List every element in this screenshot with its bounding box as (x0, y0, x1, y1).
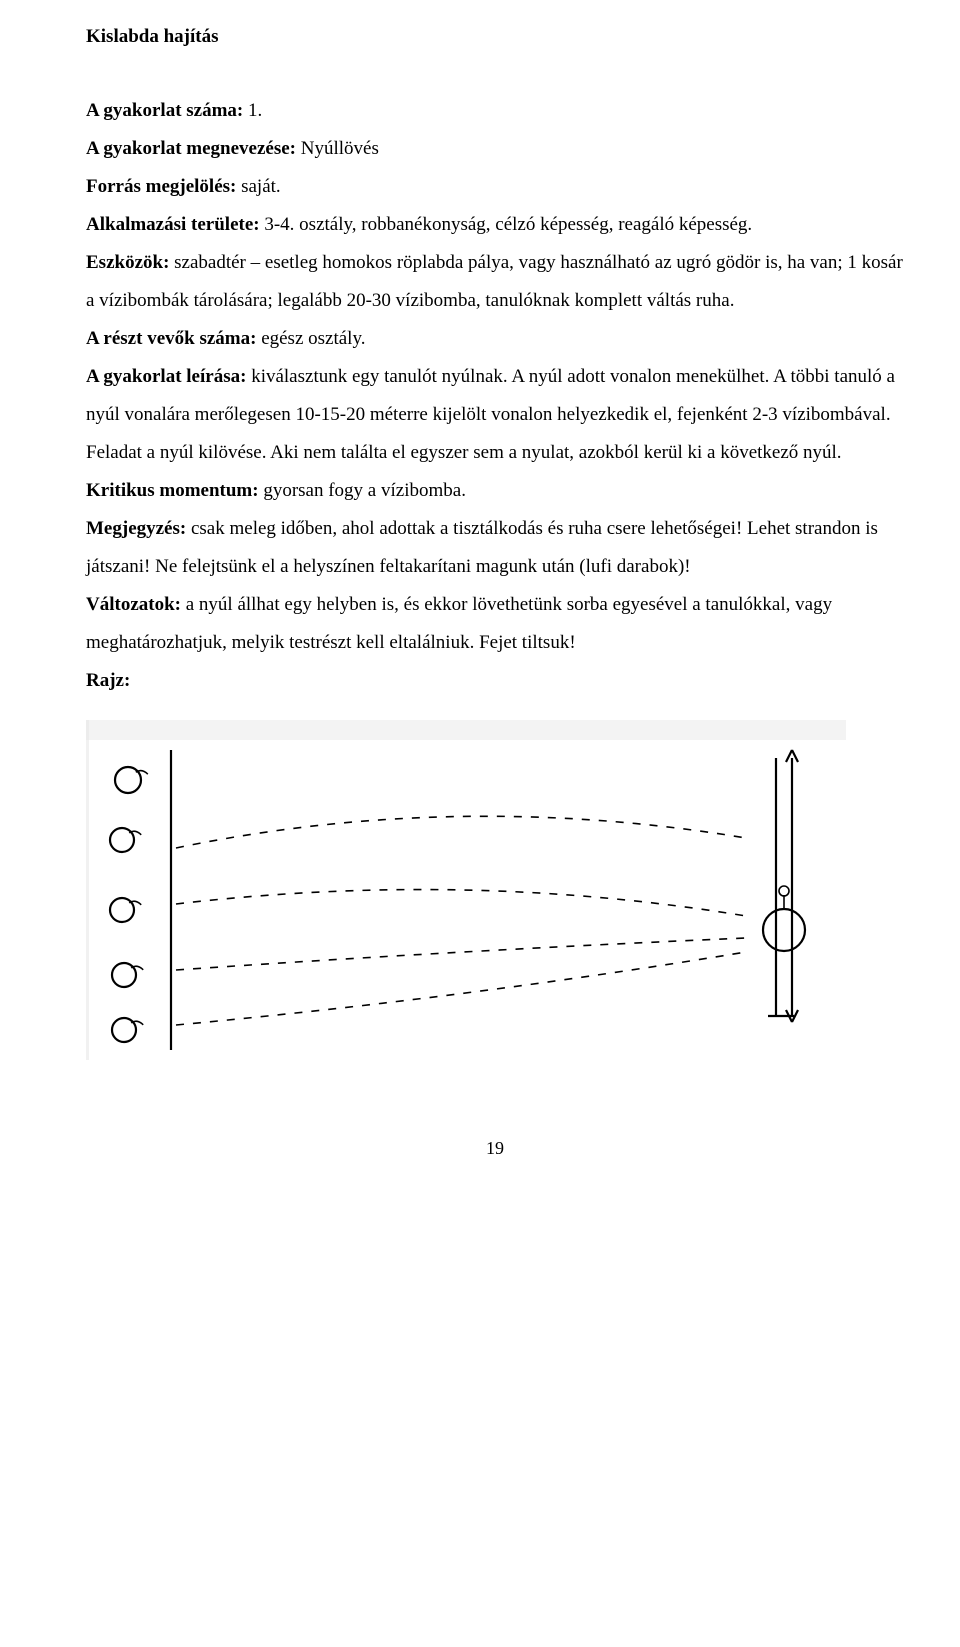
source-label: Forrás megjelölés: (86, 176, 236, 197)
participants-label: A részt vevők száma: (86, 328, 256, 349)
exercise-number-value: 1. (243, 100, 262, 121)
drawing-label-line: Rajz: (86, 662, 904, 700)
exercise-number-line: A gyakorlat száma: 1. (86, 92, 904, 130)
sketch-diagram (86, 720, 846, 1060)
critical-moment-value: gyorsan fogy a vízibomba. (259, 480, 466, 501)
tools-line: Eszközök: szabadtér – esetleg homokos rö… (86, 244, 904, 320)
variants-value: a nyúl állhat egy helyben is, és ekkor l… (86, 594, 832, 653)
section-title: Kislabda hajítás (86, 18, 904, 56)
critical-moment-line: Kritikus momentum: gyorsan fogy a vízibo… (86, 472, 904, 510)
exercise-number-label: A gyakorlat száma: (86, 100, 243, 121)
description-line: A gyakorlat leírása: kiválasztunk egy ta… (86, 358, 904, 472)
tools-label: Eszközök: (86, 252, 169, 273)
note-line: Megjegyzés: csak meleg időben, ahol adot… (86, 510, 904, 586)
source-value: saját. (236, 176, 280, 197)
document-page: Kislabda hajítás A gyakorlat száma: 1. A… (0, 0, 960, 1206)
note-value: csak meleg időben, ahol adottak a tisztá… (86, 518, 878, 577)
application-area-label: Alkalmazási területe: (86, 214, 260, 235)
note-label: Megjegyzés: (86, 518, 186, 539)
drawing-figure (86, 720, 904, 1060)
exercise-name-line: A gyakorlat megnevezése: Nyúllövés (86, 130, 904, 168)
exercise-name-label: A gyakorlat megnevezése: (86, 138, 296, 159)
drawing-label: Rajz: (86, 670, 130, 691)
variants-line: Változatok: a nyúl állhat egy helyben is… (86, 586, 904, 662)
critical-moment-label: Kritikus momentum: (86, 480, 259, 501)
variants-label: Változatok: (86, 594, 181, 615)
page-number: 19 (86, 1130, 904, 1166)
description-label: A gyakorlat leírása: (86, 366, 246, 387)
application-area-value: 3-4. osztály, robbanékonyság, célzó képe… (260, 214, 753, 235)
exercise-name-value: Nyúllövés (296, 138, 379, 159)
source-line: Forrás megjelölés: saját. (86, 168, 904, 206)
tools-value: szabadtér – esetleg homokos röplabda pál… (86, 252, 903, 311)
application-area-line: Alkalmazási területe: 3-4. osztály, robb… (86, 206, 904, 244)
participants-line: A részt vevők száma: egész osztály. (86, 320, 904, 358)
participants-value: egész osztály. (256, 328, 365, 349)
